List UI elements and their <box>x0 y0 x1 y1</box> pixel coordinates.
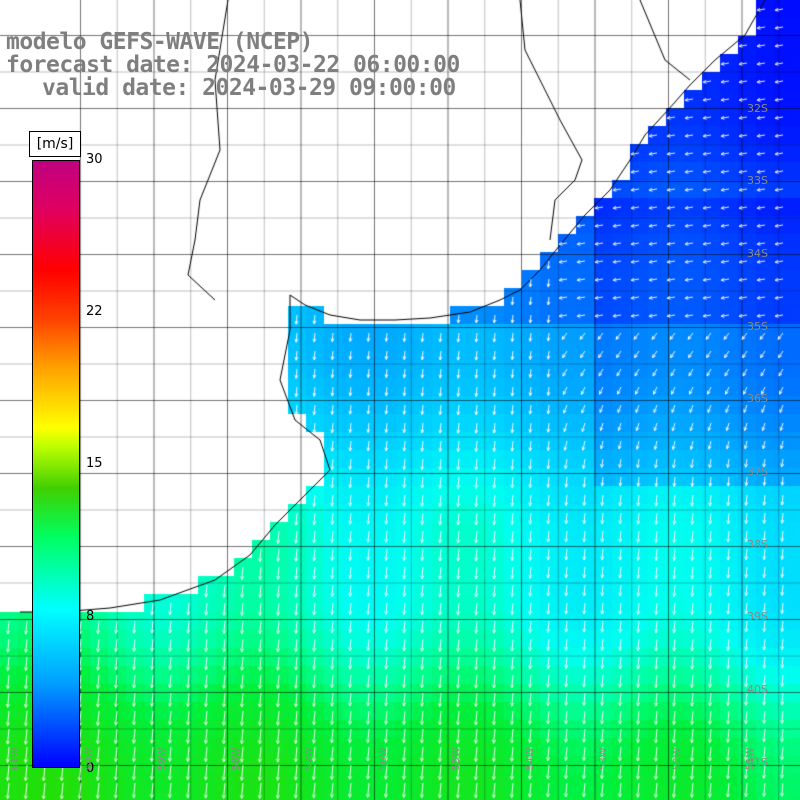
lat-label-38s: 38S <box>747 538 768 551</box>
colorbar-tick-0: 0 <box>86 761 95 776</box>
lon-label-54w: 54W <box>524 747 536 770</box>
lat-label-34s: 34S <box>747 247 768 260</box>
lon-label-61w: 61W <box>10 747 21 770</box>
lon-label-60w: 60W <box>83 747 95 770</box>
lon-label-58w: 58W <box>230 747 242 770</box>
lat-label-39s: 39S <box>747 610 768 623</box>
lat-label-32s: 32S <box>747 102 768 115</box>
colorbar-tick-22: 22 <box>86 304 103 319</box>
lon-label-51w: 51W <box>745 747 756 770</box>
lon-label-59w: 59W <box>157 747 168 770</box>
lon-label-55w: 55W <box>451 747 462 770</box>
lon-label-53w: 53W <box>598 747 609 770</box>
lon-label-56w: 56W <box>377 747 389 770</box>
lat-label-36s: 36S <box>747 392 768 405</box>
lon-label-57w: 57W <box>304 747 315 770</box>
title-valid-date: valid date: 2024-03-29 09:00:00 <box>42 75 456 101</box>
colorbar-tick-30: 30 <box>86 152 103 167</box>
lat-label-37s: 37S <box>747 465 768 478</box>
lat-label-35s: 35S <box>747 320 768 333</box>
lat-label-41s: 41S <box>747 756 768 769</box>
colorbar-tick-8: 8 <box>86 609 95 624</box>
title-model: modelo GEFS-WAVE (NCEP) <box>6 29 314 55</box>
lon-label-52w: 52W <box>671 747 683 770</box>
title-forecast-date: forecast date: 2024-03-22 06:00:00 <box>6 52 460 78</box>
colorbar-unit: [m/s] <box>29 131 81 157</box>
colorbar-tick-15: 15 <box>86 456 103 471</box>
colorbar <box>32 160 80 768</box>
lat-label-40s: 40S <box>747 683 768 696</box>
lat-label-33s: 33S <box>747 174 768 187</box>
